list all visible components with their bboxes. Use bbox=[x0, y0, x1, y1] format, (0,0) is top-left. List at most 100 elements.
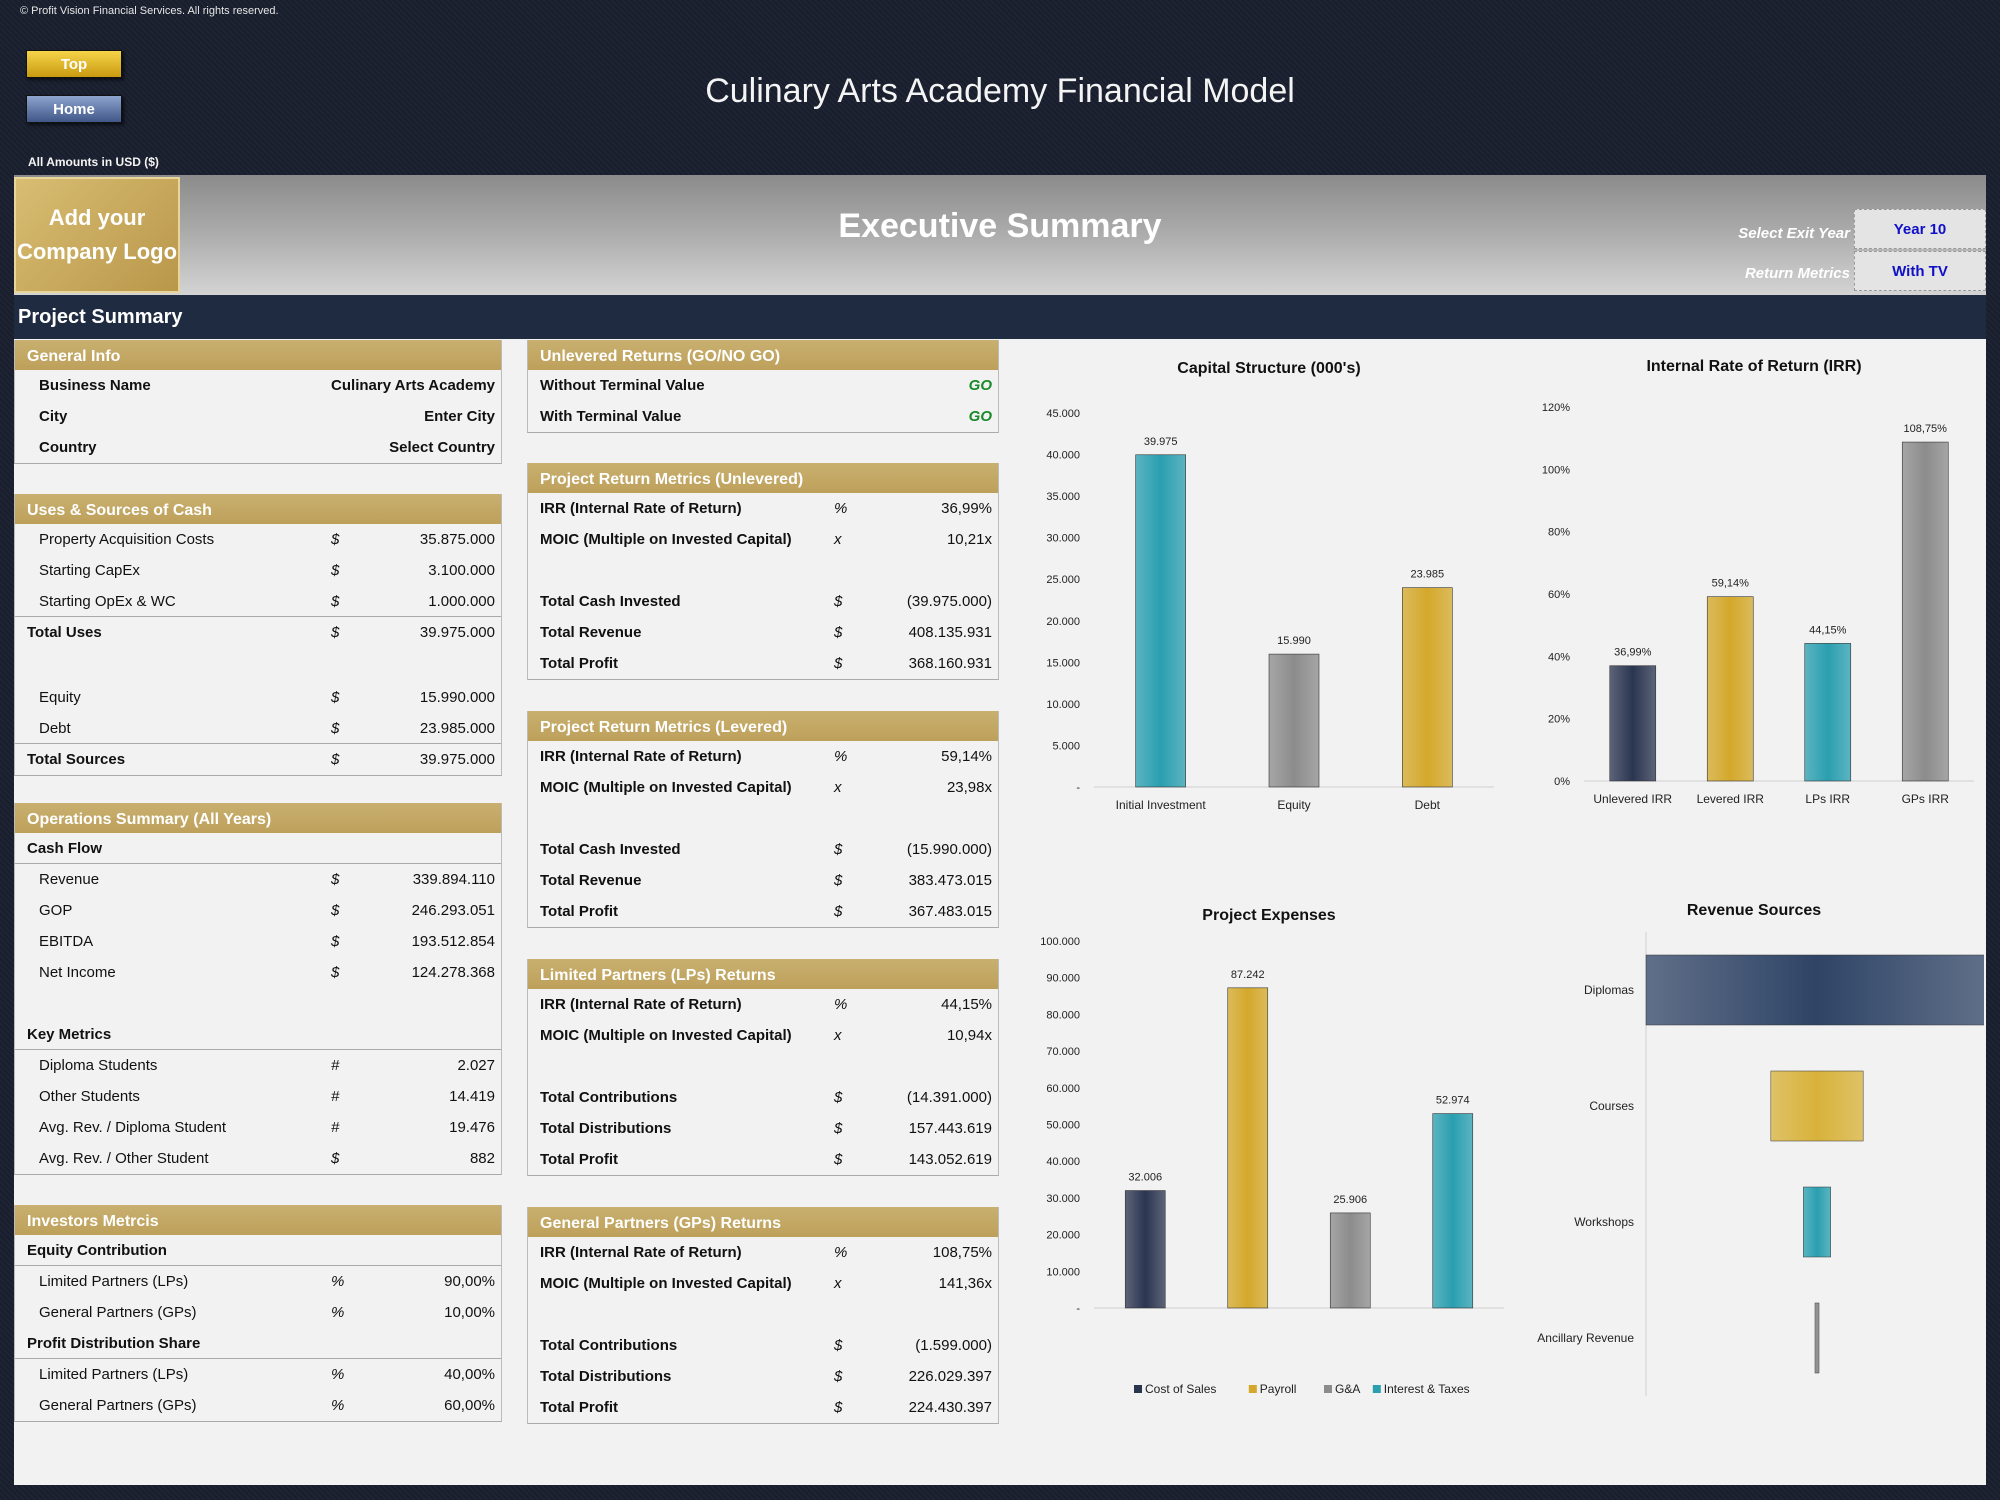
unlevered-returns-section: Unlevered Returns (GO/NO GO) Without Ter… bbox=[527, 340, 999, 433]
bar bbox=[1803, 1186, 1831, 1258]
total-sources-row: Total Sources $39.975.000 bbox=[27, 751, 495, 768]
y-tick-label: 20.000 bbox=[1046, 616, 1080, 628]
y-tick-label: 10.000 bbox=[1046, 1266, 1080, 1278]
irr-chart: 0% 20% 40% 60% 80% 100% 120% 36,99% Unlevered IR… bbox=[1542, 402, 1974, 806]
y-tick-label: - bbox=[1076, 782, 1080, 794]
logo-line-2: Company Logo bbox=[16, 239, 178, 264]
return-metrics-select[interactable]: With TV bbox=[1854, 251, 1986, 291]
uses-sources-header: Uses & Sources of Cash bbox=[15, 494, 501, 524]
y-tick-label: 120% bbox=[1542, 402, 1570, 414]
bar bbox=[1432, 1113, 1474, 1309]
logo-line-1: Add your bbox=[48, 205, 146, 230]
table-row: Limited Partners (LPs)% 90,00% bbox=[39, 1273, 495, 1290]
lp-returns-header: Limited Partners (LPs) Returns bbox=[528, 959, 998, 989]
legend-label: Cost of Sales bbox=[1145, 1382, 1216, 1396]
table-row: MOIC (Multiple on Invested Capital) x 141,… bbox=[540, 1275, 992, 1292]
equity-subheader: Equity Contribution bbox=[15, 1235, 501, 1266]
y-tick-label: 0% bbox=[1554, 776, 1570, 788]
y-tick-label: 90.000 bbox=[1046, 973, 1080, 985]
table-row: Total Contributions $ (14.391.000) bbox=[540, 1089, 992, 1106]
legend-label: Interest & Taxes bbox=[1384, 1382, 1470, 1396]
top-button[interactable]: Top bbox=[26, 50, 122, 78]
summary-sheet: Add your Company Logo Executive Summary … bbox=[14, 175, 1986, 1485]
executive-summary-title: Executive Summary bbox=[838, 207, 1162, 245]
bar bbox=[1706, 596, 1754, 782]
amounts-note: All Amounts in USD ($) bbox=[28, 155, 159, 169]
y-tick-label: 30.000 bbox=[1046, 533, 1080, 545]
table-row: IRR (Internal Rate of Return)% 108,75% bbox=[540, 1244, 992, 1261]
prm-unlevered-header: Project Return Metrics (Unlevered) bbox=[528, 463, 998, 493]
bar bbox=[1227, 987, 1269, 1309]
data-label: 15.990 bbox=[1277, 635, 1311, 647]
info-row: Country Select Country bbox=[39, 439, 495, 456]
info-row: Business Name Culinary Arts Academy bbox=[39, 377, 495, 394]
y-tick-label: 35.000 bbox=[1046, 491, 1080, 503]
legend-swatch bbox=[1324, 1385, 1332, 1393]
category-label: Ancillary Revenue bbox=[1537, 1331, 1634, 1345]
bar bbox=[1814, 1302, 1820, 1374]
y-tick-label: 70.000 bbox=[1046, 1046, 1080, 1058]
table-row: Total Revenue $408.135.931 bbox=[540, 624, 992, 641]
bar bbox=[1609, 665, 1657, 782]
table-row: Starting CapEx $3.100.000 bbox=[39, 562, 495, 579]
y-tick-label: 100.000 bbox=[1040, 936, 1080, 948]
bar bbox=[1770, 1070, 1864, 1142]
lp-returns-section: Limited Partners (LPs) Returns IRR (Inte… bbox=[527, 959, 999, 1176]
y-tick-label: 40% bbox=[1548, 651, 1570, 663]
exit-year-select[interactable]: Year 10 bbox=[1854, 209, 1986, 249]
bar bbox=[1135, 454, 1186, 788]
table-row: Net Income $124.278.368 bbox=[39, 964, 495, 981]
project-expenses-chart: - 10.000 20.000 30.000 40.000 50.000 60.000 70.… bbox=[1040, 936, 1504, 1396]
table-row: Limited Partners (LPs)% 40,00% bbox=[39, 1366, 495, 1383]
spacer bbox=[528, 1299, 998, 1330]
operations-header: Operations Summary (All Years) bbox=[15, 803, 501, 833]
x-tick-label: GPs IRR bbox=[1902, 792, 1950, 806]
revenue-sources-chart: Diplomas Courses Workshops Ancillary Revenu… bbox=[1537, 932, 1984, 1396]
legend-label: Payroll bbox=[1260, 1382, 1297, 1396]
y-tick-label: 10.000 bbox=[1046, 699, 1080, 711]
executive-banner: Add your Company Logo Executive Summary … bbox=[14, 175, 1986, 295]
spacer bbox=[15, 988, 501, 1019]
company-logo-placeholder[interactable]: Add your Company Logo bbox=[14, 177, 180, 293]
page-title: Culinary Arts Academy Financial Model bbox=[705, 72, 1295, 110]
spacer bbox=[528, 803, 998, 834]
y-tick-label: 15.000 bbox=[1046, 657, 1080, 669]
data-label: 39.975 bbox=[1144, 436, 1178, 448]
go-row: Without Terminal Value GO bbox=[540, 377, 992, 394]
table-row: Total Cash Invested $ (39.975.000) bbox=[540, 593, 992, 610]
capital-structure-chart: - 5.000 10.000 15.000 20.000 25.000 30.000 35.0… bbox=[1046, 408, 1494, 812]
y-tick-label: 40.000 bbox=[1046, 450, 1080, 462]
category-label: Workshops bbox=[1574, 1215, 1634, 1229]
y-tick-label: 45.000 bbox=[1046, 408, 1080, 420]
table-row: IRR (Internal Rate of Return)% 36,99% bbox=[540, 500, 992, 517]
data-label: 36,99% bbox=[1614, 647, 1652, 659]
data-label: 108,75% bbox=[1904, 423, 1948, 435]
general-info-header: General Info bbox=[15, 340, 501, 370]
home-button[interactable]: Home bbox=[26, 95, 122, 123]
table-row: Total Contributions $ (1.599.000) bbox=[540, 1337, 992, 1354]
legend-swatch bbox=[1248, 1385, 1257, 1393]
table-row: Total Profit $367.483.015 bbox=[540, 903, 992, 920]
return-metrics-label: Return Metrics bbox=[1744, 265, 1850, 282]
table-row: General Partners (GPs)% 10,00% bbox=[39, 1304, 495, 1321]
bar bbox=[1645, 954, 1984, 1026]
table-row: Total Profit $224.430.397 bbox=[540, 1399, 992, 1416]
operations-section: Operations Summary (All Years) Cash Flow… bbox=[14, 803, 502, 1175]
x-tick-label: Initial Investment bbox=[1116, 798, 1207, 812]
table-row: Starting OpEx & WC $1.000.000 bbox=[15, 586, 501, 617]
table-row: General Partners (GPs)% 60,00% bbox=[39, 1397, 495, 1414]
legend-swatch bbox=[1372, 1385, 1381, 1393]
x-tick-label: LPs IRR bbox=[1805, 792, 1850, 806]
y-tick-label: 60% bbox=[1548, 589, 1570, 601]
y-tick-label: 20.000 bbox=[1046, 1230, 1080, 1242]
x-tick-label: Levered IRR bbox=[1697, 792, 1765, 806]
y-tick-label: 60.000 bbox=[1046, 1083, 1080, 1095]
prm-levered-section: Project Return Metrics (Levered) IRR (In… bbox=[527, 711, 999, 928]
category-label: Diplomas bbox=[1584, 983, 1634, 997]
bar bbox=[1901, 441, 1949, 782]
table-row: Total Profit $368.160.931 bbox=[540, 655, 992, 672]
table-row: Equity $15.990.000 bbox=[39, 689, 495, 706]
investors-header: Investors Metrcis bbox=[15, 1205, 501, 1235]
y-tick-label: - bbox=[1076, 1303, 1080, 1315]
table-row: Property Acquisition Costs $35.875.000 bbox=[39, 531, 495, 548]
